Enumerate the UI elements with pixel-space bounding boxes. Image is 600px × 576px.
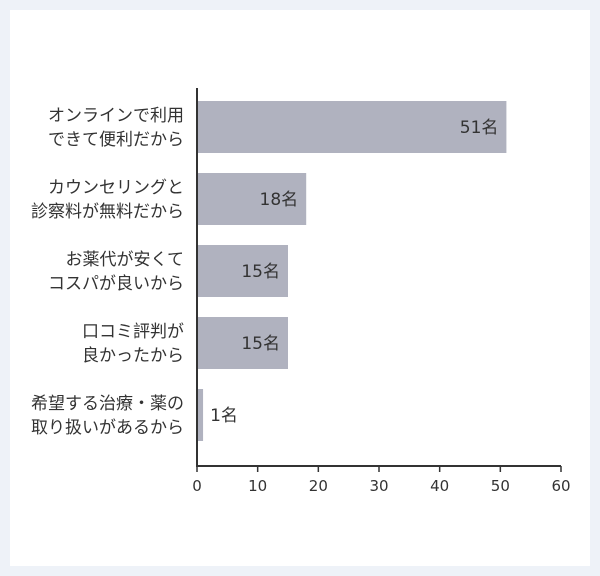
value-label-0: 51名 [460, 118, 499, 138]
bar-3 [197, 317, 288, 369]
category-label-0: オンラインで利用できて便利だから [48, 106, 184, 150]
bar-4 [197, 389, 204, 441]
category-label-2: お薬代が安くてコスパが良いから [48, 250, 184, 294]
x-tick-label-6: 60 [551, 477, 570, 495]
x-tick-label-3: 30 [369, 477, 388, 495]
x-ticks: 0 10 20 30 40 50 60 [192, 466, 571, 495]
x-tick-label-2: 20 [309, 477, 328, 495]
category-label-1: カウンセリングと診察料が無料だから [31, 178, 184, 222]
category-label-3: 口コミ評判が良かったから [82, 322, 184, 366]
value-labels: 51名 18名 15名 15名 1名 [210, 118, 498, 426]
category-labels: オンラインで利用できて便利だからカウンセリングと診察料が無料だからお薬代が安くて… [31, 106, 184, 438]
value-label-2: 15名 [241, 262, 280, 282]
value-label-1: 18名 [260, 190, 299, 210]
x-tick-label-4: 40 [430, 477, 449, 495]
value-label-4: 1名 [210, 406, 238, 426]
bar-2 [197, 245, 288, 297]
category-label-4: 希望する治療・薬の取り扱いがあるから [31, 394, 184, 438]
bar-0 [197, 101, 507, 153]
x-tick-label-0: 0 [192, 477, 202, 495]
value-label-3: 15名 [241, 334, 280, 354]
bars [197, 101, 507, 441]
x-tick-label-1: 10 [248, 477, 267, 495]
bar-1 [197, 173, 307, 225]
x-tick-label-5: 50 [491, 477, 510, 495]
